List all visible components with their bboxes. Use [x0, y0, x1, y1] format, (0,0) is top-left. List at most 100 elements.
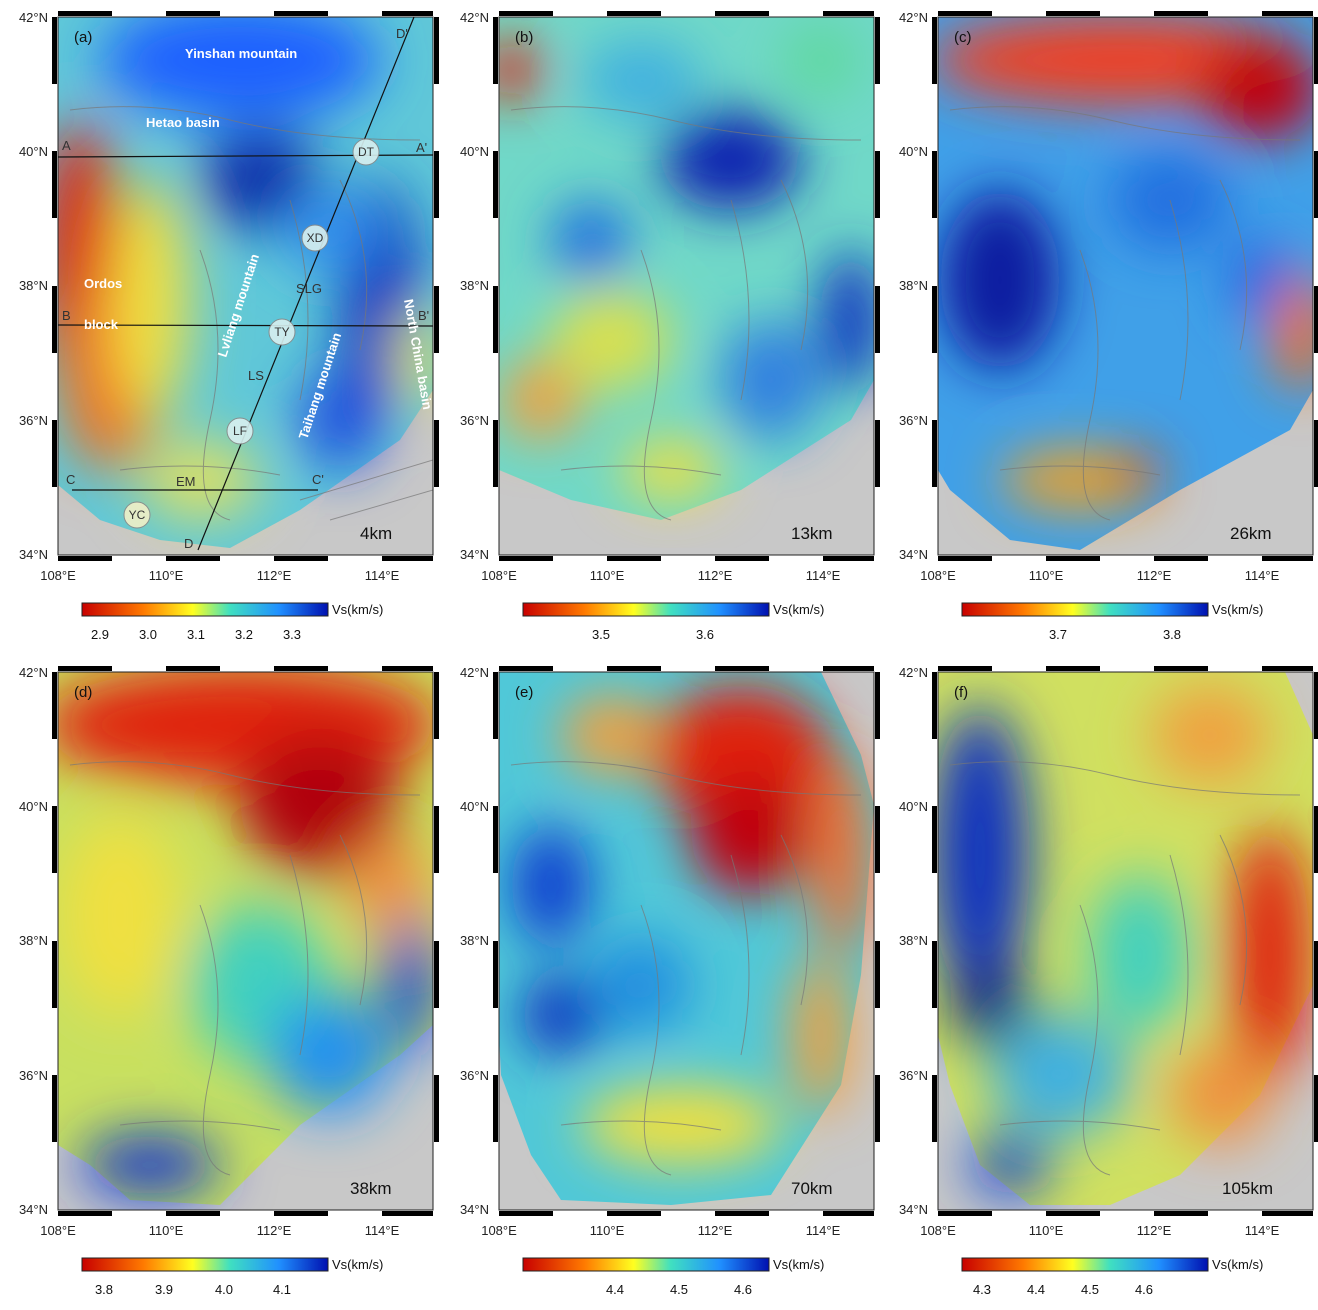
- lat-tick: 40°N: [460, 144, 489, 159]
- map-d-svg: 42°N 40°N 38°N 36°N 34°N 108°E 110°E 112…: [19, 665, 439, 1297]
- colorbar-tick: 3.8: [95, 1282, 113, 1297]
- lat-tick: 34°N: [899, 1202, 928, 1217]
- colorbar-unit: Vs(km/s): [332, 1257, 383, 1272]
- lat-tick: 40°N: [899, 799, 928, 814]
- annotation-ls: LS: [248, 368, 264, 383]
- lat-tick: 38°N: [19, 278, 48, 293]
- lon-tick: 114°E: [365, 568, 400, 583]
- colorbar-tick: 3.8: [1163, 627, 1181, 642]
- depth-label: 70km: [791, 1179, 833, 1198]
- colorbar-unit: Vs(km/s): [1212, 1257, 1263, 1272]
- lon-tick: 108°E: [40, 568, 76, 583]
- profile-label: C': [312, 472, 324, 487]
- colorbar-unit: Vs(km/s): [332, 602, 383, 617]
- colorbar: [81, 602, 329, 617]
- lat-tick: 40°N: [460, 799, 489, 814]
- colorbar-tick: 3.3: [283, 627, 301, 642]
- panel-f: 42°N 40°N 38°N 36°N 34°N 108°E 110°E 112…: [880, 655, 1318, 1310]
- profile-label: B': [418, 308, 429, 323]
- panel-e: 42°N 40°N 38°N 36°N 34°N 108°E 110°E 112…: [441, 655, 881, 1310]
- lon-tick: 112°E: [1137, 1223, 1172, 1238]
- lat-tick: 40°N: [19, 799, 48, 814]
- lat-tick: 36°N: [460, 1068, 489, 1083]
- lat-tick: 42°N: [19, 10, 48, 25]
- colorbar: [522, 1257, 770, 1272]
- lon-tick: 112°E: [257, 1223, 292, 1238]
- lat-tick: 38°N: [899, 933, 928, 948]
- lat-tick: 36°N: [19, 1068, 48, 1083]
- lon-tick: 114°E: [365, 1223, 400, 1238]
- colorbar: [961, 1257, 1209, 1272]
- lon-tick: 110°E: [1029, 568, 1064, 583]
- lat-tick: 36°N: [19, 413, 48, 428]
- colorbar-tick: 4.5: [670, 1282, 688, 1297]
- lat-tick: 40°N: [19, 144, 48, 159]
- profile-line-d: [197, 16, 415, 551]
- lat-tick: 42°N: [19, 665, 48, 680]
- lon-tick: 108°E: [40, 1223, 76, 1238]
- colorbar-tick: 3.7: [1049, 627, 1067, 642]
- lon-tick: 112°E: [1137, 568, 1172, 583]
- lat-tick: 38°N: [19, 933, 48, 948]
- colorbar-tick: 4.5: [1081, 1282, 1099, 1297]
- lon-tick: 108°E: [920, 1223, 956, 1238]
- lon-tick: 112°E: [698, 1223, 733, 1238]
- depth-label: 13km: [791, 524, 833, 543]
- profile-label: D: [184, 536, 193, 551]
- station-label: XD: [307, 231, 324, 245]
- lon-tick: 110°E: [590, 1223, 625, 1238]
- colorbar-tick: 4.6: [734, 1282, 752, 1297]
- lat-tick: 34°N: [460, 547, 489, 562]
- lat-tick: 36°N: [899, 1068, 928, 1083]
- lat-tick: 34°N: [460, 1202, 489, 1217]
- profile-label: A': [416, 140, 427, 155]
- panel-label: (c): [954, 29, 972, 46]
- colorbar: [522, 602, 770, 617]
- depth-label: 4km: [360, 524, 392, 543]
- lat-tick: 38°N: [460, 933, 489, 948]
- lat-tick: 34°N: [19, 547, 48, 562]
- lat-tick: 42°N: [899, 665, 928, 680]
- panel-b: 42°N 40°N 38°N 36°N 34°N 108°E 110°E 112…: [441, 0, 881, 655]
- colorbar-tick: 3.9: [155, 1282, 173, 1297]
- lon-tick: 110°E: [149, 1223, 184, 1238]
- annotation-em: EM: [176, 474, 196, 489]
- panel-label: (d): [74, 684, 92, 701]
- map-f-svg: 42°N 40°N 38°N 36°N 34°N 108°E 110°E 112…: [899, 665, 1318, 1297]
- map-b-svg: 42°N 40°N 38°N 36°N 34°N 108°E 110°E 112…: [460, 10, 880, 642]
- lon-tick: 114°E: [806, 1223, 841, 1238]
- colorbar-tick: 3.0: [139, 627, 157, 642]
- colorbar-tick: 4.6: [1135, 1282, 1153, 1297]
- map-e-svg: 42°N 40°N 38°N 36°N 34°N 108°E 110°E 112…: [460, 665, 880, 1297]
- annotation-slg: SLG: [296, 281, 322, 296]
- colorbar: [81, 1257, 329, 1272]
- profile-label: D': [396, 26, 408, 41]
- lon-tick: 114°E: [1245, 568, 1280, 583]
- profile-label: A: [62, 138, 71, 153]
- colorbar-tick: 4.1: [273, 1282, 291, 1297]
- lon-tick: 108°E: [481, 1223, 517, 1238]
- annotation-ordos: Ordos: [84, 276, 122, 291]
- lon-tick: 112°E: [257, 568, 292, 583]
- lon-tick: 112°E: [698, 568, 733, 583]
- map-c-svg: 42°N 40°N 38°N 36°N 34°N 108°E 110°E 112…: [899, 10, 1318, 642]
- panel-label: (b): [515, 29, 533, 46]
- panel-c: 42°N 40°N 38°N 36°N 34°N 108°E 110°E 112…: [880, 0, 1318, 655]
- colorbar-tick: 3.5: [592, 627, 610, 642]
- panel-label: (e): [515, 684, 533, 701]
- annotation-ordos: block: [84, 317, 119, 332]
- lon-tick: 110°E: [1029, 1223, 1064, 1238]
- station-dt: DT: [352, 138, 380, 166]
- depth-label: 26km: [1230, 524, 1272, 543]
- lat-tick: 42°N: [460, 665, 489, 680]
- station-label: TY: [274, 325, 289, 339]
- lon-tick: 108°E: [920, 568, 956, 583]
- depth-label: 38km: [350, 1179, 392, 1198]
- colorbar-tick: 3.1: [187, 627, 205, 642]
- lat-tick: 38°N: [899, 278, 928, 293]
- lon-tick: 108°E: [481, 568, 517, 583]
- lat-tick: 42°N: [899, 10, 928, 25]
- lon-tick: 114°E: [1245, 1223, 1280, 1238]
- profile-line-b: [57, 324, 434, 327]
- panel-label: (a): [74, 29, 92, 46]
